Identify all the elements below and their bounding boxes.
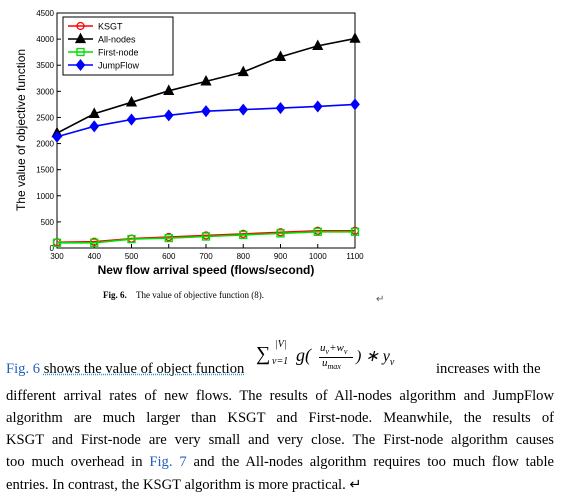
y-axis-label: The value of objective function — [14, 49, 28, 211]
g: g( — [296, 345, 311, 365]
y-tick-label: 500 — [41, 218, 55, 227]
text: too much overhead in — [6, 454, 143, 470]
y-tick-label: 1500 — [36, 166, 54, 175]
x-tick-label: 500 — [125, 252, 139, 261]
x-tick-label: 1100 — [346, 252, 364, 261]
fraction-bar — [319, 357, 353, 358]
series-line — [57, 231, 355, 244]
x-tick-label: 700 — [199, 252, 213, 261]
marker — [350, 227, 360, 236]
sum: ∑ — [256, 343, 271, 365]
link[interactable]: Fig. 7 — [149, 454, 187, 470]
sup: |V| — [275, 339, 287, 350]
y-tick-label: 2000 — [36, 140, 54, 149]
sub: v=1 — [272, 356, 289, 367]
return-mark: ↵ — [376, 294, 384, 305]
marker — [163, 109, 174, 122]
sym: u — [320, 342, 326, 354]
x-tick-label: 400 — [88, 252, 102, 261]
marker — [312, 39, 324, 51]
marker — [52, 238, 62, 247]
y-tick-label: 3500 — [36, 61, 54, 70]
marker — [201, 232, 211, 241]
marker — [126, 113, 137, 126]
marker — [76, 47, 85, 57]
marker — [201, 105, 211, 118]
marker — [237, 65, 249, 77]
caption-label: Fig. 6. — [103, 290, 127, 300]
caption-text: The value of objective function (8). — [136, 290, 264, 300]
sym: u — [322, 357, 328, 369]
y-tick-label: 4000 — [36, 35, 54, 44]
legend-label: JumpFlow — [98, 61, 140, 71]
marker — [350, 98, 360, 111]
y-tick-label: 3000 — [36, 87, 54, 96]
text: increases with the — [436, 361, 541, 377]
marker — [275, 102, 286, 115]
marker — [276, 229, 285, 238]
text-line: KSGT and First-node are very small and v… — [6, 432, 554, 449]
y-tick-label: 0 — [50, 244, 55, 253]
text-line: too much overhead in Fig. 7 and the All-… — [6, 454, 554, 471]
marker — [163, 84, 175, 95]
text: algorithm are much larger than KSGT and … — [6, 410, 554, 426]
marker — [125, 95, 138, 107]
marker — [88, 107, 100, 118]
x-axis-label: New flow arrival speed (flows/second) — [98, 263, 315, 277]
sub: v — [389, 357, 395, 369]
marker — [164, 233, 173, 243]
marker — [127, 234, 136, 244]
legend-label: All-nodes — [98, 35, 136, 45]
marker — [238, 103, 249, 116]
text-line: entries. In contrast, the KSGT algorithm… — [6, 476, 554, 494]
x-tick-label: 1000 — [309, 252, 327, 261]
sub: v — [325, 347, 330, 357]
sub: v — [343, 347, 348, 357]
x-tick-label: 900 — [274, 252, 288, 261]
legend-label: First-node — [98, 48, 139, 58]
text-line: different arrival rates of new flows. Th… — [6, 388, 554, 405]
marker — [89, 120, 100, 133]
marker — [239, 230, 248, 240]
y-tick-label: 2500 — [36, 113, 54, 122]
sub: max — [327, 362, 341, 372]
marker — [349, 32, 361, 43]
marker — [90, 238, 99, 247]
tail: ) ∗ yv — [356, 346, 394, 368]
chart: New flow arrival speed (flows/second) Th… — [14, 9, 384, 305]
text: entries. In contrast, the KSGT algorithm… — [6, 477, 362, 493]
x-tick-label: 800 — [237, 252, 251, 261]
marker — [52, 130, 62, 143]
sym: ) ∗ y — [356, 348, 390, 365]
marker — [313, 227, 322, 236]
x-tick-label: 300 — [50, 252, 64, 261]
marker — [200, 75, 212, 86]
text: different arrival rates of new flows. Th… — [6, 388, 554, 404]
y-tick-label: 1000 — [36, 192, 54, 201]
marker — [75, 58, 86, 72]
marker — [312, 100, 323, 113]
text: and the All-nodes algorithm requires too… — [193, 454, 555, 470]
first-line: Fig. 6 shows the value of object functio… — [6, 361, 554, 378]
text: KSGT and First-node are very small and v… — [6, 432, 554, 448]
series-line — [56, 229, 355, 244]
marker — [274, 50, 287, 62]
sym: +w — [329, 342, 344, 354]
x-tick-label: 600 — [162, 252, 176, 261]
link[interactable]: Fig. 6 — [6, 361, 41, 377]
marker — [76, 21, 85, 31]
y-tick-label: 4500 — [36, 9, 54, 18]
text-line: algorithm are much larger than KSGT and … — [6, 410, 554, 427]
marker — [74, 32, 87, 44]
text: shows the value of object function — [43, 361, 245, 377]
legend-label: KSGT — [98, 22, 123, 32]
